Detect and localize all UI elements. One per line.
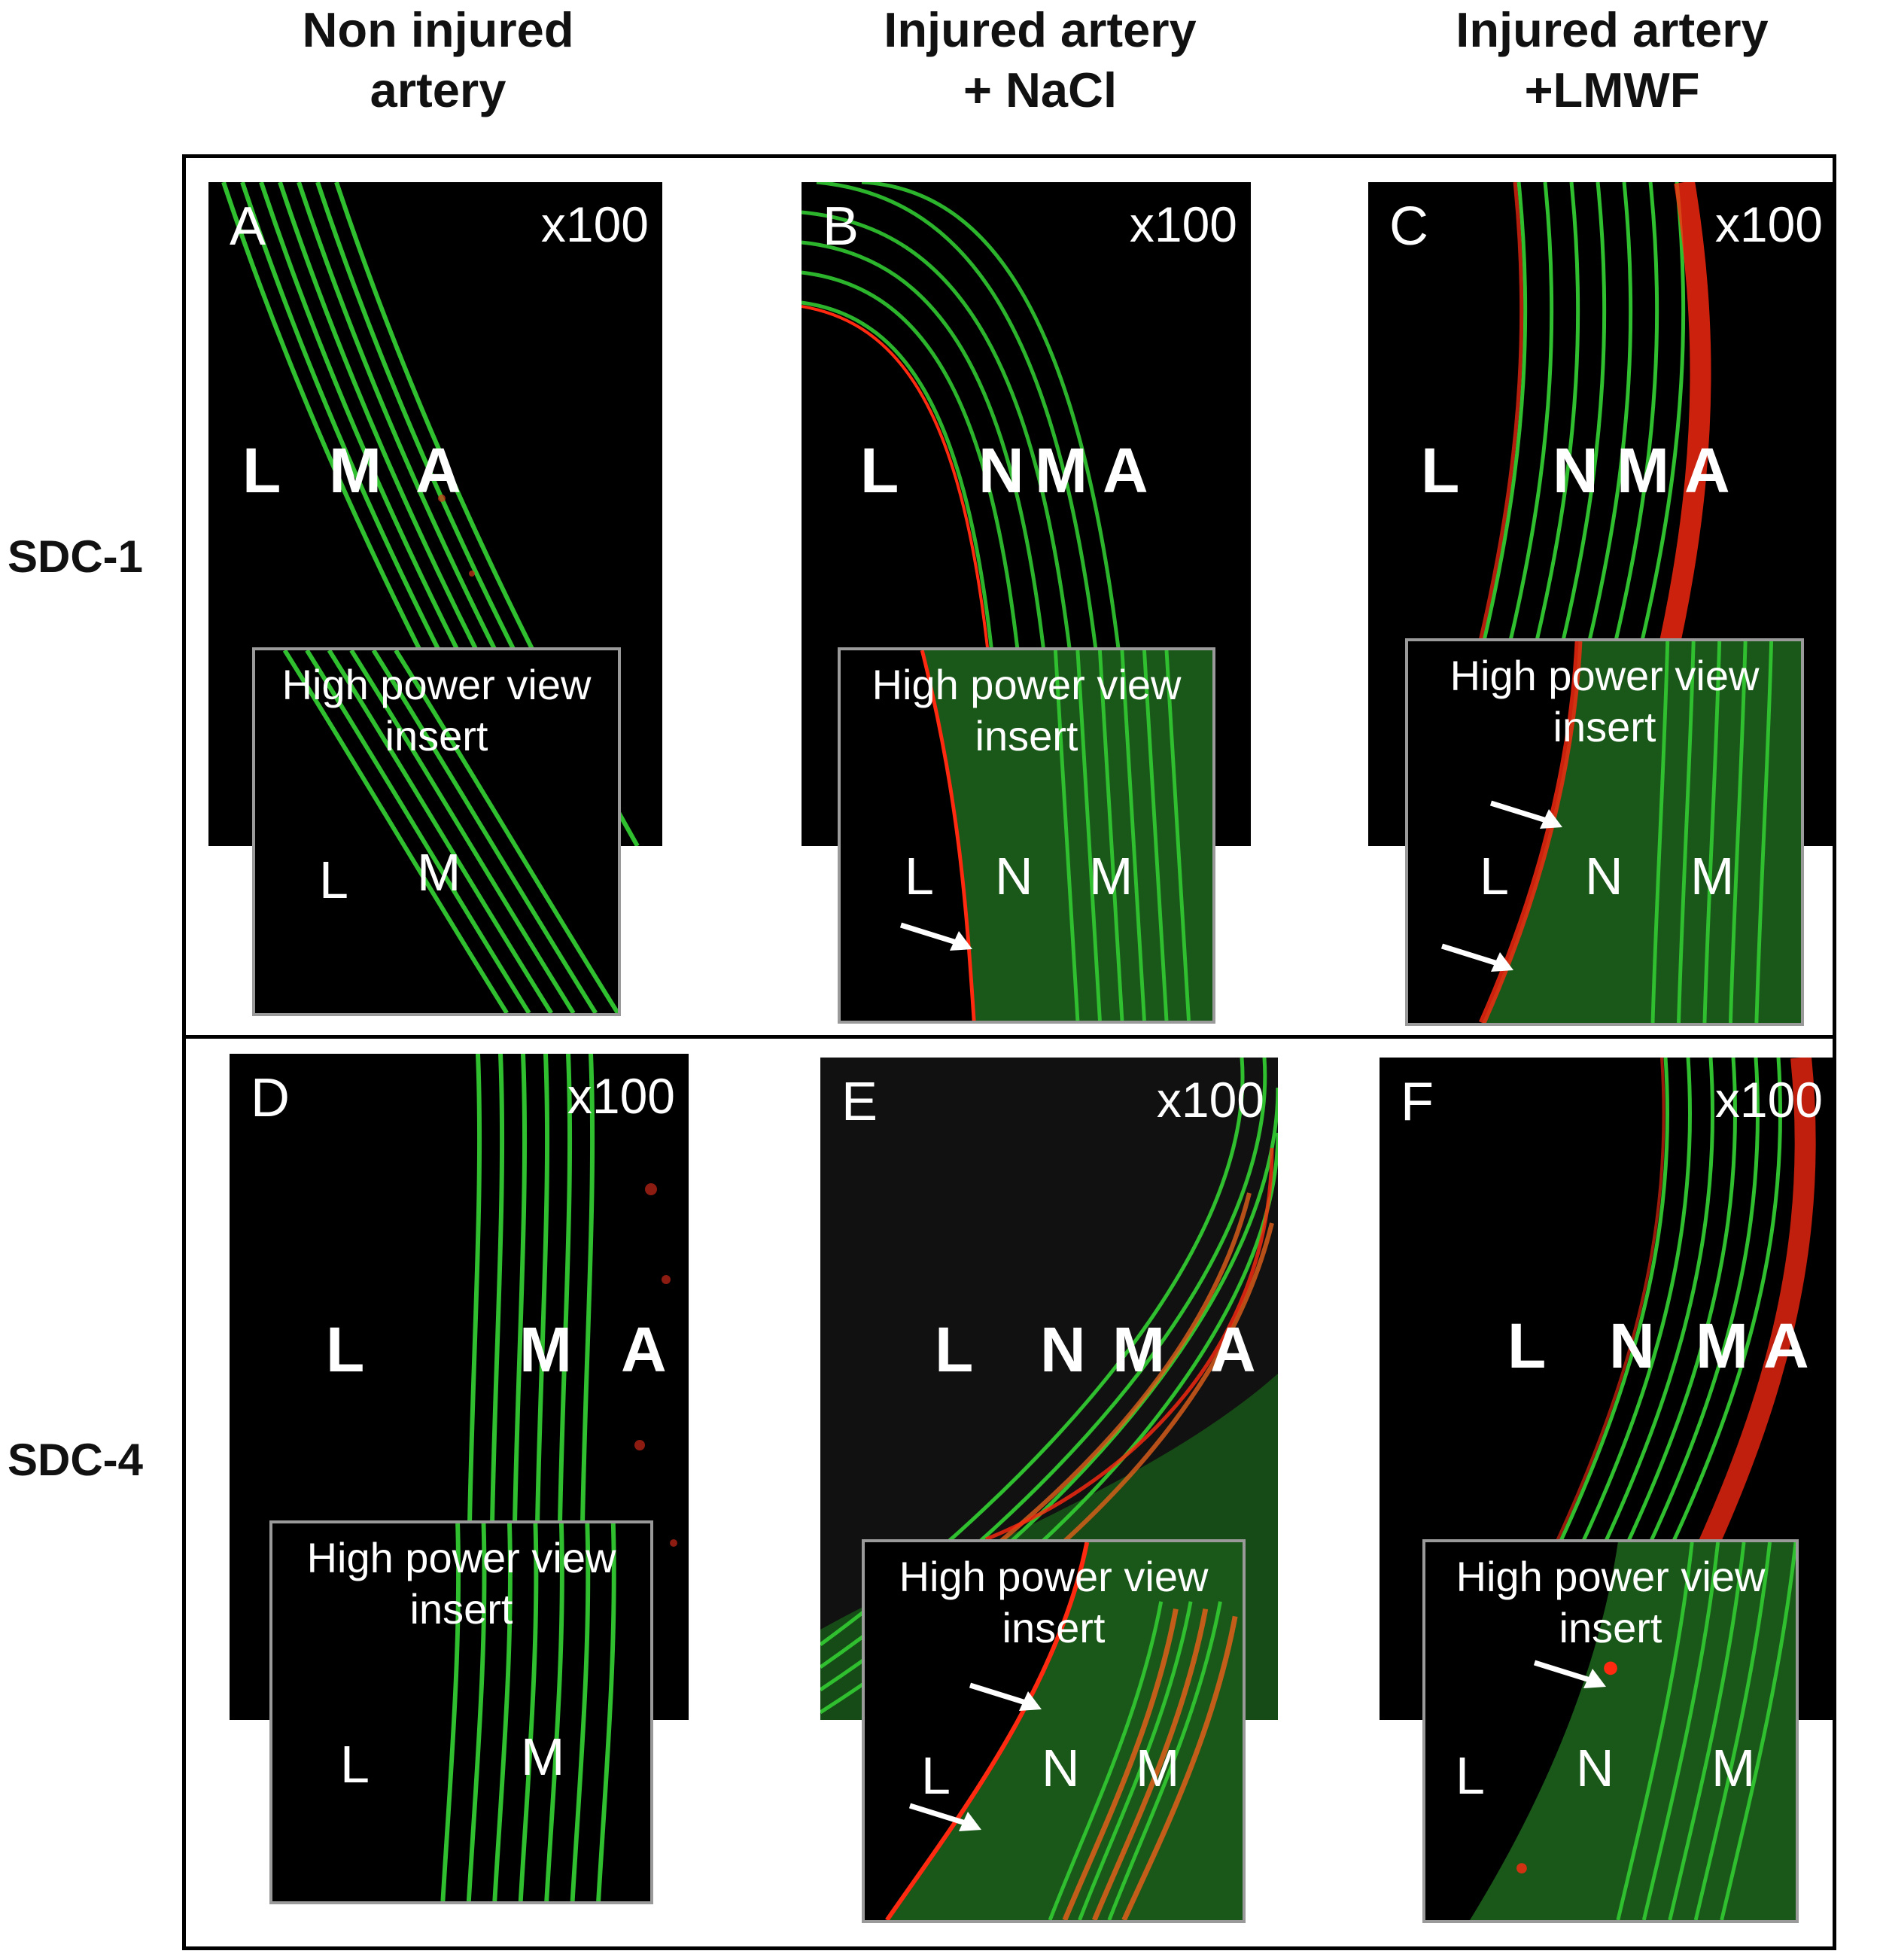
inset-layer-media: M — [1711, 1739, 1756, 1797]
magnification-label: x100 — [1156, 1072, 1264, 1128]
layer-label-lumen: L — [1421, 435, 1460, 506]
panel-letter: D — [251, 1068, 290, 1128]
magnification-label: x100 — [540, 196, 649, 252]
row-divider — [182, 1035, 1836, 1039]
inset-layer-media: M — [1690, 847, 1735, 905]
row-label-sdc1: SDC-1 — [8, 531, 144, 582]
column-header-line2: +LMWF — [1524, 62, 1700, 117]
column-header-line1: Injured artery — [884, 2, 1197, 57]
inset-a: High power view insert L M — [252, 647, 621, 1016]
magnification-label: x100 — [1714, 196, 1823, 252]
layer-label-lumen: L — [242, 435, 281, 506]
inset-layer-lumen: L — [340, 1735, 370, 1794]
column-header-injured-lmwf: Injured artery +LMWF — [1401, 0, 1823, 120]
layer-label-lumen: L — [935, 1314, 974, 1385]
inset-layer-neointima: N — [1042, 1739, 1080, 1797]
layer-label-media: M — [519, 1314, 572, 1385]
inset-layer-neointima: N — [1576, 1739, 1614, 1797]
inset-layer-neointima: N — [1585, 847, 1623, 905]
inset-layer-lumen: L — [1480, 847, 1509, 905]
layer-label-media: M — [1035, 435, 1088, 506]
layer-label-media: M — [1112, 1314, 1165, 1385]
column-header-line2: + NaCl — [963, 62, 1118, 117]
layer-label-lumen: L — [326, 1314, 365, 1385]
inset-title: High power view insert — [899, 1553, 1209, 1651]
magnification-label: x100 — [1129, 196, 1237, 252]
magnification-label: x100 — [1714, 1072, 1823, 1128]
row-label-sdc4: SDC-4 — [8, 1435, 144, 1485]
layer-label-media: M — [1696, 1310, 1748, 1381]
inset-layer-media: M — [521, 1727, 565, 1786]
layer-label-lumen: L — [860, 435, 899, 506]
inset-layer-neointima: N — [995, 847, 1033, 905]
inset-c: High power view insert L N M — [1405, 638, 1804, 1026]
inset-layer-lumen: L — [1456, 1746, 1485, 1805]
inset-title: High power view insert — [872, 661, 1182, 759]
inset-layer-lumen: L — [319, 851, 348, 909]
layer-label-adventitia: A — [1210, 1314, 1256, 1385]
inset-d: High power view insert L M — [269, 1520, 653, 1904]
layer-label-adventitia: A — [1684, 435, 1730, 506]
inset-layer-media: M — [1089, 847, 1133, 905]
inset-e: High power view insert L N M — [862, 1539, 1246, 1923]
layer-label-neointima: N — [978, 435, 1024, 506]
layer-label-media: M — [1617, 435, 1669, 506]
arrow-icon — [969, 1682, 1042, 1711]
inset-f-micrograph — [1470, 1542, 1796, 1920]
panel-letter: E — [841, 1072, 878, 1132]
panel-letter: B — [823, 196, 859, 257]
panel-letter: C — [1389, 196, 1428, 257]
layer-label-adventitia: A — [1763, 1310, 1809, 1381]
column-header-non-injured: Non injured artery — [227, 0, 649, 120]
inset-title: High power view insert — [1450, 652, 1760, 750]
figure-frame — [182, 154, 1836, 1950]
inset-title: High power view insert — [281, 661, 592, 759]
layer-label-neointima: N — [1040, 1314, 1086, 1385]
inset-b: High power view insert L N M — [838, 647, 1215, 1024]
inset-d-micrograph — [440, 1523, 616, 1901]
panel-b-micrograph — [802, 182, 1142, 846]
inset-c-micrograph — [1478, 641, 1801, 1023]
inset-layer-media: M — [1136, 1739, 1180, 1797]
panel-letter: F — [1401, 1072, 1434, 1132]
column-header-line1: Non injured — [302, 2, 574, 57]
layer-label-adventitia: A — [1103, 435, 1148, 506]
inset-b-micrograph — [920, 650, 1212, 1021]
arrow-icon — [908, 1803, 981, 1831]
panel-letter: A — [230, 196, 266, 257]
arrow-icon — [899, 922, 972, 951]
inset-layer-lumen: L — [921, 1746, 951, 1805]
arrow-icon — [1533, 1660, 1606, 1688]
inset-layer-media: M — [417, 843, 461, 902]
inset-a-micrograph — [282, 650, 618, 1013]
inset-title: High power view insert — [1456, 1553, 1766, 1651]
magnification-label: x100 — [567, 1068, 675, 1124]
layer-label-media: M — [329, 435, 382, 506]
layer-label-neointima: N — [1609, 1310, 1655, 1381]
column-header-injured-nacl: Injured artery + NaCl — [829, 0, 1251, 120]
column-header-line1: Injured artery — [1456, 2, 1769, 57]
inset-f: High power view insert L N M — [1422, 1539, 1799, 1923]
inset-layer-lumen: L — [905, 847, 934, 905]
arrow-icon — [1489, 800, 1562, 829]
inset-title: High power view insert — [306, 1534, 616, 1633]
column-header-line2: artery — [370, 62, 506, 117]
layer-label-neointima: N — [1553, 435, 1599, 506]
arrow-icon — [1440, 943, 1513, 972]
layer-label-adventitia: A — [415, 435, 461, 506]
layer-label-adventitia: A — [621, 1314, 667, 1385]
layer-label-lumen: L — [1507, 1310, 1547, 1381]
